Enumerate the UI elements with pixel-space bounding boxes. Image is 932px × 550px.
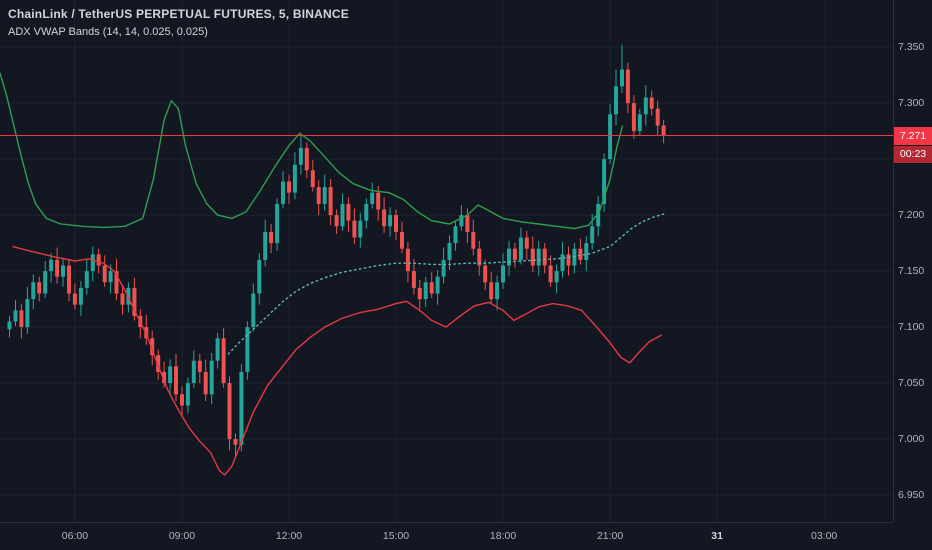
axis-corner: [893, 522, 932, 550]
price-tick-label: 7.000: [898, 433, 925, 446]
time-tick-label: 06:00: [61, 530, 89, 542]
time-tick-label: 31: [711, 530, 723, 542]
price-tick-label: 7.150: [898, 265, 925, 278]
price-tick-label: 7.100: [898, 321, 925, 334]
chart-area: ChainLink / TetherUS PERPETUAL FUTURES, …: [0, 0, 893, 522]
time-tick-label: 09:00: [168, 530, 196, 542]
symbol-legend[interactable]: ChainLink / TetherUS PERPETUAL FUTURES, …: [8, 7, 349, 21]
price-tick-label: 6.950: [898, 489, 925, 502]
chart-canvas[interactable]: [0, 0, 893, 522]
time-tick-label: 21:00: [596, 530, 624, 542]
price-tick-label: 7.050: [898, 377, 925, 390]
time-tick-label: 15:00: [382, 530, 410, 542]
time-tick-label: 12:00: [275, 530, 303, 542]
price-tick-label: 7.350: [898, 41, 925, 54]
time-axis[interactable]: 06:00 09:00 12:00 15:00 18:00 21:00 31 03:00: [0, 522, 932, 550]
time-tick-label: 18:00: [489, 530, 517, 542]
last-price-label: 7.271: [894, 126, 932, 145]
indicator-legend[interactable]: ADX VWAP Bands (14, 14, 0.025, 0.025): [8, 26, 208, 38]
bar-close-countdown: 00:23: [894, 145, 932, 163]
chart-legend: ChainLink / TetherUS PERPETUAL FUTURES, …: [8, 7, 349, 38]
price-tick-label: 7.300: [898, 97, 925, 110]
price-tick-label: 7.200: [898, 209, 925, 222]
time-tick-label: 03:00: [811, 530, 838, 542]
price-axis[interactable]: 7.271 00:23 7.3507.3007.2507.2007.1507.1…: [893, 0, 932, 522]
